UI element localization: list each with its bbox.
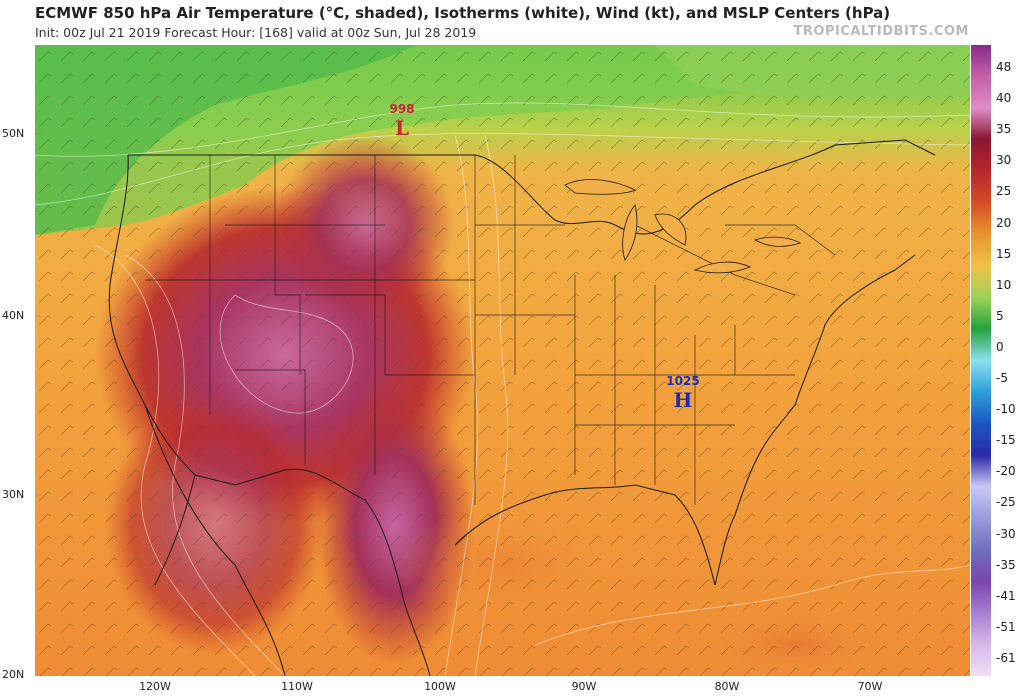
country-borders bbox=[108, 139, 936, 676]
great-lakes bbox=[564, 179, 801, 274]
colorbar-tick-label: 20 bbox=[996, 215, 1012, 230]
colorbar-tick-label: -35 bbox=[996, 557, 1016, 572]
lon-label-120w: 120W bbox=[139, 680, 171, 693]
init-forecast-info: Init: 00z Jul 21 2019 Forecast Hour: [16… bbox=[35, 25, 477, 40]
chart-title: ECMWF 850 hPa Air Temperature (°C, shade… bbox=[35, 4, 891, 22]
state-borders bbox=[145, 155, 836, 505]
colorbar-tick-label: -25 bbox=[996, 495, 1016, 510]
graticule bbox=[35, 133, 41, 496]
colorbar-tick-label: -10 bbox=[996, 402, 1016, 417]
lat-label-40n: 40N bbox=[2, 309, 25, 322]
temperature-colorbar bbox=[971, 45, 991, 676]
lon-label-80w: 80W bbox=[714, 680, 740, 693]
high-pressure-value: 1025 bbox=[666, 374, 699, 388]
colorbar-tick-label: 40 bbox=[996, 91, 1012, 106]
low-pressure-value: 998 bbox=[389, 102, 414, 116]
colorbar-tick-label: -41 bbox=[996, 588, 1016, 603]
colorbar-tick-label: -20 bbox=[996, 464, 1016, 479]
lon-label-90w: 90W bbox=[571, 680, 597, 693]
lon-label-70w: 70W bbox=[857, 680, 883, 693]
colorbar-tick-label: -30 bbox=[996, 526, 1016, 541]
weather-map[interactable]: 998 L 1025 H bbox=[35, 45, 970, 676]
isotherms bbox=[35, 102, 970, 676]
lat-label-20n: 20N bbox=[2, 668, 25, 681]
colorbar-tick-label: 35 bbox=[996, 122, 1012, 137]
colorbar-tick-label: -5 bbox=[996, 371, 1008, 386]
colorbar-tick-label: -51 bbox=[996, 619, 1016, 634]
colorbar-tick-label: 0 bbox=[996, 339, 1004, 354]
colorbar-tick-label: 30 bbox=[996, 153, 1012, 168]
low-pressure-symbol: L bbox=[395, 116, 409, 140]
brand-watermark: TROPICALTIDBITS.COM bbox=[793, 24, 969, 39]
high-pressure-symbol: H bbox=[674, 388, 693, 412]
lat-label-30n: 30N bbox=[2, 488, 25, 501]
high-pressure-center: 1025 H bbox=[666, 374, 699, 412]
colorbar-tick-label: 48 bbox=[996, 60, 1012, 74]
colorbar-tick-label: 15 bbox=[996, 246, 1012, 261]
colorbar-tick-label: 10 bbox=[996, 277, 1012, 292]
colorbar-tick-label: 25 bbox=[996, 184, 1012, 199]
colorbar-tick-label: -61 bbox=[996, 651, 1016, 665]
lon-label-110w: 110W bbox=[281, 680, 313, 693]
colorbar-tick-label: 5 bbox=[996, 308, 1004, 323]
lon-label-100w: 100W bbox=[424, 680, 456, 693]
lat-label-50n: 50N bbox=[2, 127, 25, 140]
colorbar-tick-label: -15 bbox=[996, 433, 1016, 448]
low-pressure-center: 998 L bbox=[389, 102, 414, 140]
